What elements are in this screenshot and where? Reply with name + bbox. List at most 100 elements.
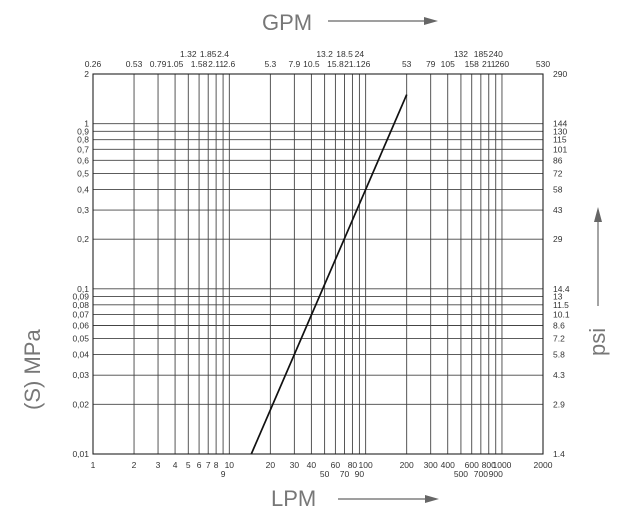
top-tick-label: 21.1 bbox=[344, 59, 361, 69]
top-tick-label: 1.85 bbox=[200, 49, 217, 59]
y-tick-label: 0,8 bbox=[77, 135, 89, 145]
y-axis-label: (S) MPa bbox=[20, 329, 45, 410]
right-tick-label: 7.2 bbox=[553, 334, 565, 344]
top-tick-label: 240 bbox=[489, 49, 503, 59]
series-line bbox=[250, 94, 408, 455]
y-tick-label: 0,7 bbox=[77, 144, 89, 154]
right-tick-label: 13 bbox=[553, 291, 563, 301]
y-tick-label: 0,2 bbox=[77, 234, 89, 244]
x-tick-label: 500 bbox=[454, 469, 468, 479]
right-tick-label: 130 bbox=[553, 126, 567, 136]
y-tick-label: 0,9 bbox=[77, 126, 89, 136]
x-tick-label: 10 bbox=[225, 460, 235, 470]
right-axis-label: psi bbox=[585, 328, 610, 356]
top-tick-label: 211 bbox=[482, 59, 496, 69]
y-tick-label: 0,6 bbox=[77, 155, 89, 165]
top-tick-label: 18.5 bbox=[336, 49, 353, 59]
right-tick-label: 72 bbox=[553, 168, 563, 178]
x-tick-label: 2 bbox=[132, 460, 137, 470]
top-tick-label: 530 bbox=[536, 59, 550, 69]
y-tick-label: 0,1 bbox=[77, 284, 89, 294]
x-tick-label: 1000 bbox=[493, 460, 512, 470]
x-tick-label: 900 bbox=[489, 469, 503, 479]
y-tick-label: 0,05 bbox=[72, 334, 89, 344]
top-tick-label: 26 bbox=[361, 59, 371, 69]
x-tick-label: 3 bbox=[156, 460, 161, 470]
top-tick-label: 132 bbox=[454, 49, 468, 59]
top-tick-label: 79 bbox=[426, 59, 436, 69]
grid-layer bbox=[92, 73, 544, 455]
y-tick-label: 0,03 bbox=[72, 370, 89, 380]
top-tick-label: 105 bbox=[441, 59, 455, 69]
top-tick-label: 158 bbox=[465, 59, 479, 69]
right-tick-label: 5.8 bbox=[553, 350, 565, 360]
right-tick-label: 115 bbox=[553, 135, 567, 145]
top-tick-label: 5.3 bbox=[264, 59, 276, 69]
right-tick-label: 101 bbox=[553, 144, 567, 154]
x-tick-label: 800 bbox=[482, 460, 496, 470]
x-tick-label: 80 bbox=[348, 460, 358, 470]
y-tick-label: 0,09 bbox=[72, 291, 89, 301]
x-tick-label: 1 bbox=[91, 460, 96, 470]
y-tick-label: 0,06 bbox=[72, 320, 89, 330]
right-tick-label: 58 bbox=[553, 184, 563, 194]
plot-frame bbox=[92, 73, 544, 455]
right-tick-label: 144 bbox=[553, 119, 567, 129]
right-tick-label: 43 bbox=[553, 205, 563, 215]
y-tick-label: 0,02 bbox=[72, 399, 89, 409]
x-tick-label: 2000 bbox=[534, 460, 553, 470]
top-tick-label: 53 bbox=[402, 59, 412, 69]
x-tick-label: 300 bbox=[424, 460, 438, 470]
right-tick-label: 1.4 bbox=[553, 449, 565, 459]
x-tick-label: 6 bbox=[197, 460, 202, 470]
x-tick-label: 7 bbox=[206, 460, 211, 470]
right-tick-label: 11.5 bbox=[553, 300, 569, 310]
y-tick-label: 1 bbox=[84, 119, 89, 129]
right-tick-label: 10.1 bbox=[553, 309, 570, 319]
x-axis-arrow bbox=[338, 495, 439, 503]
top-tick-label: 10.5 bbox=[303, 59, 320, 69]
x-tick-label: 9 bbox=[221, 469, 226, 479]
right-axis-arrow bbox=[594, 207, 602, 306]
y-tick-label: 0,07 bbox=[72, 309, 89, 319]
top-tick-label: 1.05 bbox=[167, 59, 184, 69]
right-tick-label: 29 bbox=[553, 234, 563, 244]
top-tick-label: 2.4 bbox=[217, 49, 229, 59]
x-tick-label: 90 bbox=[355, 469, 365, 479]
top-tick-label: 13.2 bbox=[316, 49, 333, 59]
x-tick-label: 200 bbox=[400, 460, 414, 470]
x-tick-label: 700 bbox=[474, 469, 488, 479]
x-tick-label: 8 bbox=[214, 460, 219, 470]
right-tick-label: 2.9 bbox=[553, 399, 565, 409]
x-tick-label: 40 bbox=[307, 460, 317, 470]
top-tick-label: 7.9 bbox=[288, 59, 300, 69]
top-tick-label: 2.11 bbox=[208, 59, 224, 69]
series-layer bbox=[250, 94, 408, 455]
top-tick-label: 260 bbox=[495, 59, 509, 69]
x-tick-label: 60 bbox=[331, 460, 341, 470]
x-tick-label: 100 bbox=[359, 460, 373, 470]
top-tick-label: 185 bbox=[474, 49, 488, 59]
top-axis-label: GPM bbox=[262, 10, 312, 35]
y-tick-label: 2 bbox=[84, 69, 89, 79]
y-tick-label: 0,04 bbox=[72, 350, 89, 360]
right-tick-label: 290 bbox=[553, 69, 567, 79]
top-tick-label: 0.79 bbox=[150, 59, 167, 69]
x-tick-label: 600 bbox=[465, 460, 479, 470]
right-tick-label: 4.3 bbox=[553, 370, 565, 380]
x-tick-label: 4 bbox=[173, 460, 178, 470]
x-tick-label: 20 bbox=[266, 460, 276, 470]
top-tick-label: 0.53 bbox=[126, 59, 143, 69]
x-tick-label: 50 bbox=[320, 469, 330, 479]
x-tick-label: 5 bbox=[186, 460, 191, 470]
y-tick-label: 0,4 bbox=[77, 184, 89, 194]
x-tick-label: 30 bbox=[290, 460, 300, 470]
right-tick-label: 86 bbox=[553, 155, 563, 165]
y-tick-label: 0,3 bbox=[77, 205, 89, 215]
top-tick-label: 0.26 bbox=[85, 59, 102, 69]
x-axis-label: LPM bbox=[271, 486, 316, 511]
y-tick-label: 0,01 bbox=[72, 449, 89, 459]
top-axis-arrow bbox=[328, 17, 438, 25]
y-tick-label: 0,5 bbox=[77, 168, 89, 178]
